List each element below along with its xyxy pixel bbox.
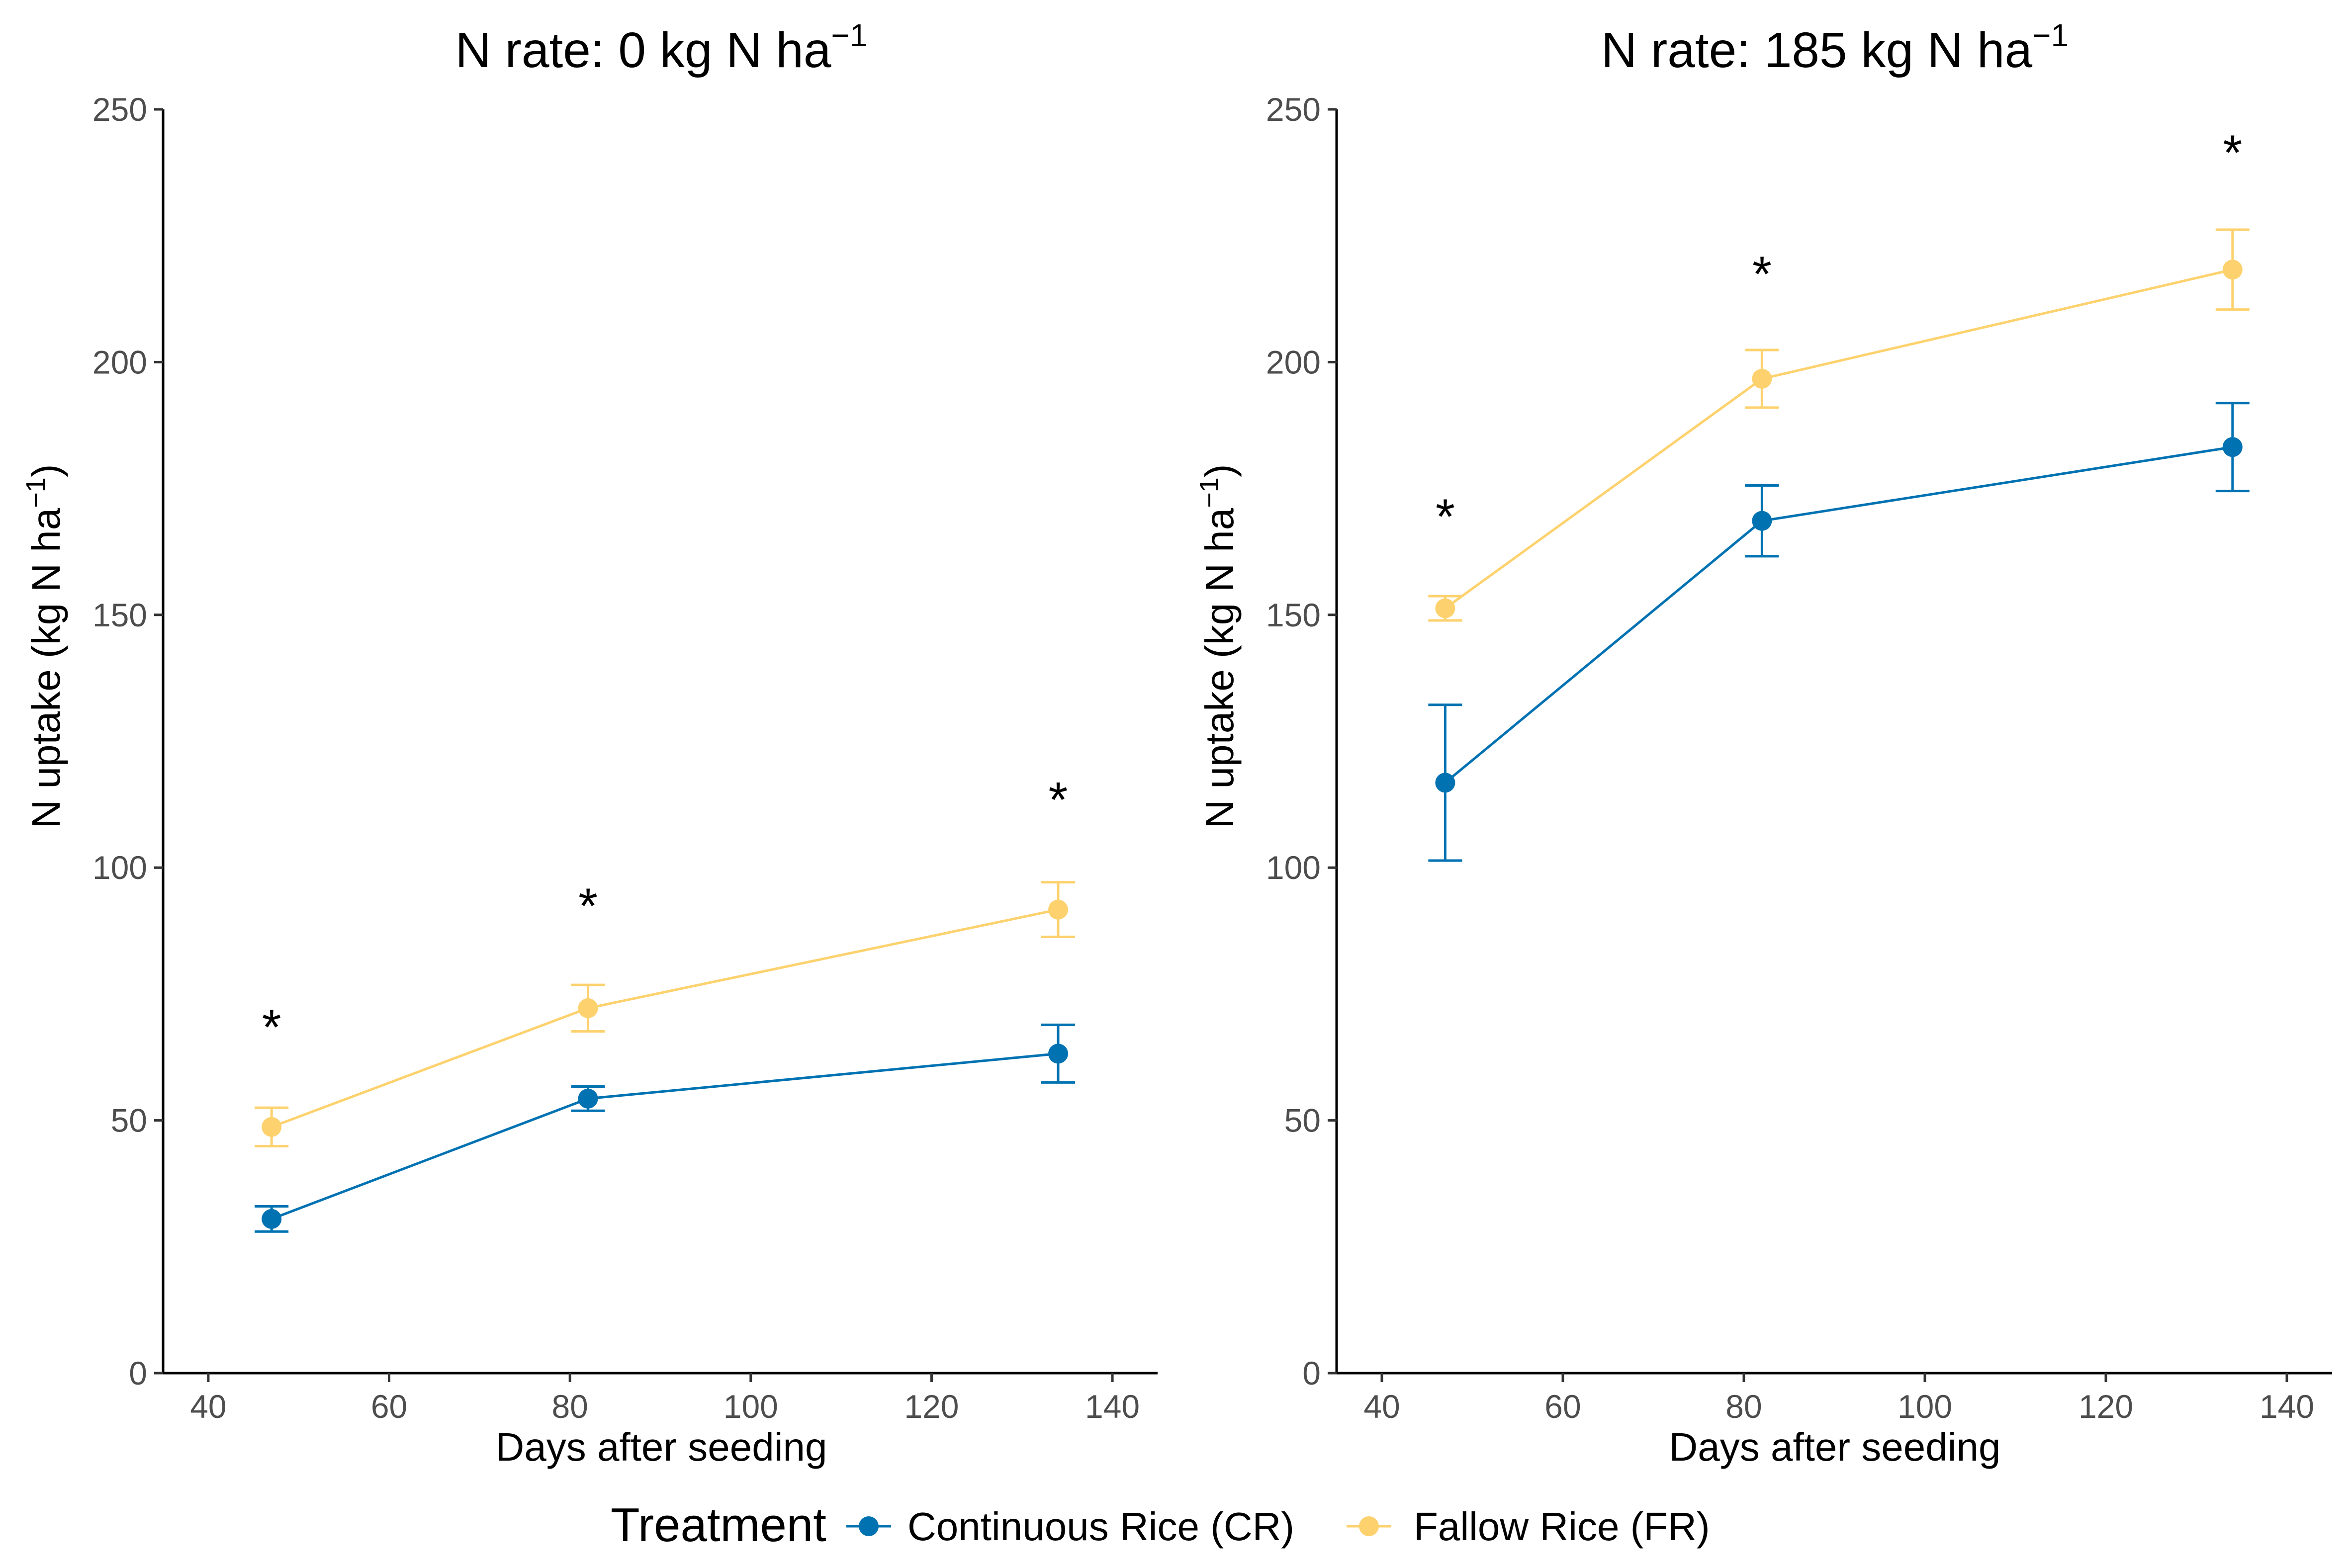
legend-title: Treatment bbox=[611, 1498, 826, 1552]
panel-title: N rate: 0 kg N ha−1 bbox=[455, 17, 868, 78]
data-point bbox=[262, 1209, 282, 1229]
significance-star: * bbox=[1752, 246, 1772, 302]
x-tick-label: 40 bbox=[1363, 1388, 1400, 1425]
x-tick-label: 120 bbox=[904, 1388, 959, 1425]
series-continuous-rice bbox=[255, 1023, 1075, 1233]
data-point bbox=[2222, 437, 2243, 457]
series-line bbox=[271, 908, 1059, 1129]
y-tick-label: 250 bbox=[1266, 91, 1321, 128]
significance-star: * bbox=[262, 999, 281, 1055]
series-fallow-rice bbox=[1428, 228, 2250, 622]
y-tick-label: 200 bbox=[92, 344, 147, 380]
y-tick-label: 150 bbox=[92, 597, 147, 633]
x-tick-label: 140 bbox=[1085, 1388, 1140, 1425]
legend-label: Continuous Rice (CR) bbox=[907, 1504, 1294, 1549]
data-point bbox=[1048, 1044, 1068, 1064]
significance-star: * bbox=[2223, 125, 2242, 180]
y-axis-title: N uptake (kg N ha−1) bbox=[21, 464, 68, 829]
data-point bbox=[578, 998, 598, 1018]
y-tick-label: 50 bbox=[1284, 1102, 1321, 1139]
data-point bbox=[2222, 260, 2243, 280]
legend-key-point bbox=[1359, 1516, 1379, 1536]
legend-key-point bbox=[859, 1516, 879, 1536]
significance-star: * bbox=[578, 878, 598, 934]
series-line bbox=[1444, 268, 2233, 610]
panel-title: N rate: 185 kg N ha−1 bbox=[1601, 17, 2069, 78]
y-tick-label: 150 bbox=[1266, 597, 1321, 633]
panel-n-rate-185: N rate: 185 kg N ha−1 Days after seeding… bbox=[1194, 17, 2332, 1469]
y-tick-label: 0 bbox=[129, 1355, 147, 1392]
x-tick-label: 80 bbox=[551, 1388, 588, 1425]
panel-n-rate-0: N rate: 0 kg N ha−1 Days after seeding N… bbox=[21, 17, 1158, 1469]
legend: Treatment Continuous Rice (CR) Fallow Ri… bbox=[611, 1498, 1710, 1552]
data-point bbox=[1435, 598, 1455, 618]
significance-star: * bbox=[1049, 772, 1068, 828]
legend-item-fallow-rice: Fallow Rice (FR) bbox=[1347, 1504, 1710, 1549]
series-line bbox=[1444, 445, 2233, 784]
x-tick-label: 100 bbox=[1897, 1388, 1952, 1425]
series-continuous-rice bbox=[1428, 402, 2250, 862]
legend-item-continuous-rice: Continuous Rice (CR) bbox=[846, 1504, 1294, 1549]
x-tick-label: 60 bbox=[1544, 1388, 1581, 1425]
x-tick-label: 140 bbox=[2259, 1388, 2314, 1425]
data-point bbox=[1435, 773, 1455, 793]
data-point bbox=[1752, 511, 1772, 531]
y-tick-label: 50 bbox=[111, 1102, 147, 1139]
y-tick-label: 100 bbox=[92, 849, 147, 886]
x-tick-label: 100 bbox=[723, 1388, 778, 1425]
y-tick-label: 250 bbox=[92, 91, 147, 128]
y-axis-title: N uptake (kg N ha−1) bbox=[1194, 464, 1242, 829]
x-tick-label: 60 bbox=[371, 1388, 407, 1425]
x-axis-title: Days after seeding bbox=[495, 1425, 827, 1469]
series-line bbox=[271, 1052, 1059, 1220]
x-tick-label: 120 bbox=[2078, 1388, 2133, 1425]
y-tick-label: 200 bbox=[1266, 344, 1321, 380]
x-tick-label: 80 bbox=[1725, 1388, 1762, 1425]
legend-label: Fallow Rice (FR) bbox=[1414, 1504, 1710, 1549]
x-tick-label: 40 bbox=[190, 1388, 226, 1425]
data-point bbox=[578, 1088, 598, 1109]
significance-star: * bbox=[1436, 489, 1455, 544]
y-tick-label: 100 bbox=[1266, 849, 1321, 886]
data-point bbox=[1752, 368, 1772, 389]
y-tick-label: 0 bbox=[1302, 1355, 1321, 1392]
data-point bbox=[262, 1117, 282, 1137]
series-fallow-rice bbox=[255, 881, 1075, 1147]
data-point bbox=[1048, 899, 1068, 920]
x-axis-title: Days after seeding bbox=[1669, 1425, 2000, 1469]
